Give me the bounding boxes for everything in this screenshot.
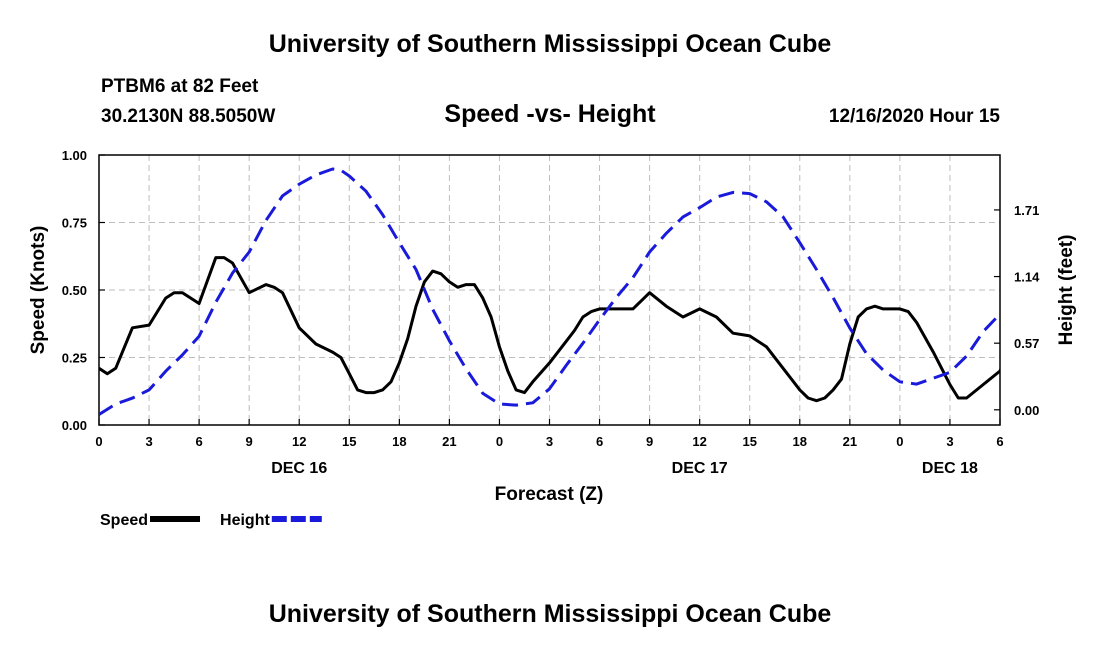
grid-lines	[99, 155, 1000, 425]
y-axis-left: 0.00 0.25 0.50 0.75 1.00	[62, 148, 105, 433]
x-tick-label: 9	[246, 434, 253, 449]
footer-title: University of Southern Mississippi Ocean…	[268, 600, 832, 628]
y-tick-label: 0.25	[62, 351, 87, 366]
x-tick-label: 9	[646, 434, 653, 449]
x-tick-label: 3	[946, 434, 953, 449]
y2-tick-label: 1.14	[1014, 270, 1040, 285]
y-tick-label: 0.00	[62, 418, 87, 433]
x-tick-label: 6	[596, 434, 603, 449]
y2-tick-label: 0.57	[1014, 336, 1039, 351]
x-axis: 0 3 6 9 12 15 18 21 0 3 6 9 12 15 18 21 0 3 6 DEC 16 DEC 17 D…	[95, 419, 1004, 477]
legend-label-height: Height	[220, 512, 270, 529]
x-tick-label: 0	[496, 434, 503, 449]
header-title: University of Southern Mississippi Ocean…	[268, 30, 832, 58]
x-tick-label: 21	[442, 434, 456, 449]
chart-datetime: 12/16/2020 Hour 15	[828, 106, 1000, 127]
legend: Speed Height	[100, 512, 322, 529]
x-tick-label: 3	[145, 434, 152, 449]
x-tick-label: 18	[392, 434, 406, 449]
y-tick-label: 0.75	[62, 216, 87, 231]
x-axis-label: Forecast (Z)	[495, 484, 604, 505]
x-tick-label: 18	[793, 434, 807, 449]
x-tick-label: 12	[292, 434, 306, 449]
x-tick-label: 15	[342, 434, 356, 449]
y2-axis-label: Height (feet)	[1056, 235, 1077, 346]
y2-tick-label: 1.71	[1014, 203, 1039, 218]
series-group	[99, 167, 1000, 416]
series-line-height	[99, 167, 1000, 416]
x-tick-label: 0	[896, 434, 903, 449]
x-day-label: DEC 18	[922, 460, 978, 477]
x-tick-label: 6	[195, 434, 202, 449]
chart-title: Speed -vs- Height	[444, 100, 656, 128]
y-tick-label: 1.00	[62, 148, 87, 163]
y-tick-label: 0.50	[62, 283, 87, 298]
x-tick-label: 15	[742, 434, 756, 449]
station-coords: 30.2130N 88.5050W	[101, 106, 276, 127]
series-line-speed	[99, 256, 1000, 403]
x-day-label: DEC 17	[672, 460, 728, 477]
legend-label-speed: Speed	[100, 512, 148, 529]
x-tick-label: 21	[843, 434, 857, 449]
station-name: PTBM6 at 82 Feet	[101, 76, 259, 97]
x-tick-label: 3	[546, 434, 553, 449]
x-tick-label: 6	[996, 434, 1003, 449]
x-tick-label: 12	[692, 434, 706, 449]
y-axis-right: 0.00 0.57 1.14 1.71	[994, 203, 1040, 418]
y-axis-label: Speed (Knots)	[28, 226, 49, 355]
y2-tick-label: 0.00	[1014, 403, 1039, 418]
x-tick-label: 0	[95, 434, 102, 449]
x-day-label: DEC 16	[271, 460, 327, 477]
